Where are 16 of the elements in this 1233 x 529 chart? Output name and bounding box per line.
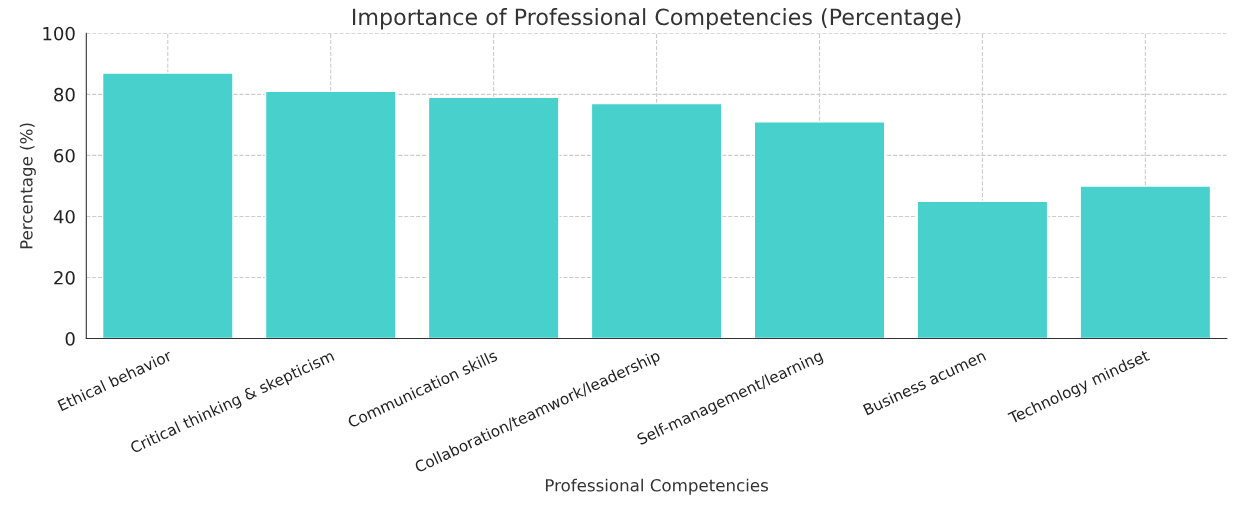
bar (427, 96, 560, 339)
y-tick-label: 20 (54, 270, 75, 285)
bar (1079, 185, 1212, 339)
bar (916, 200, 1049, 339)
bar (264, 90, 397, 339)
y-tick-label: 100 (43, 26, 75, 41)
x-axis-title: Professional Competencies (545, 478, 768, 495)
bar (753, 121, 886, 339)
bar (590, 102, 723, 339)
y-tick-label: 0 (65, 332, 75, 346)
y-tick-label: 40 (53, 209, 75, 224)
y-tick-label: 60 (54, 148, 75, 163)
bar (101, 72, 234, 339)
y-tick-label: 80 (54, 87, 75, 102)
chart-title: Importance of Professional Competencies (Percentage) (352, 8, 961, 30)
y-axis-title: Percentage (%) (19, 123, 36, 249)
